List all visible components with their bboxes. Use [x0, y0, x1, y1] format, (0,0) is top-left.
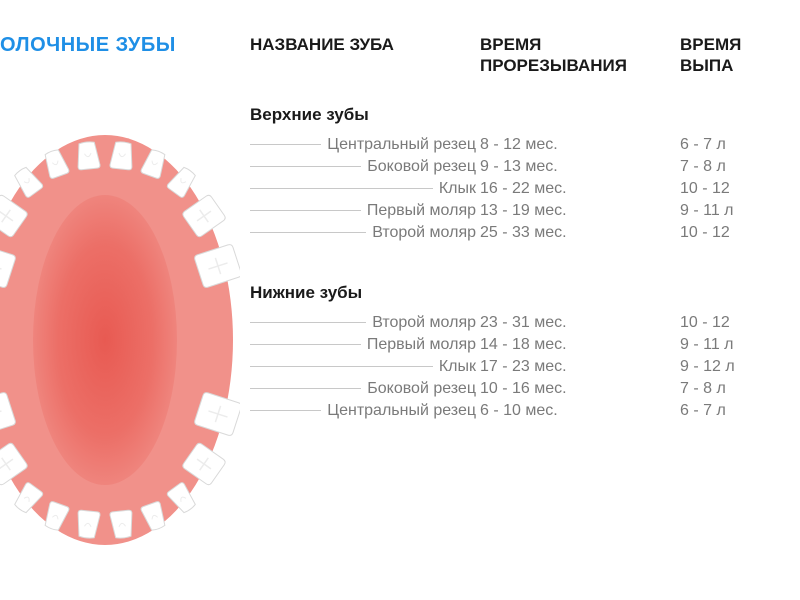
cell-tooth-name: Клык — [250, 181, 480, 197]
cell-tooth-name: Клык — [250, 359, 480, 375]
cell-eruption: 16 - 22 мес. — [480, 181, 680, 197]
cell-eruption: 14 - 18 мес. — [480, 337, 680, 353]
header-fallout-time: ВРЕМЯ ВЫПА — [680, 34, 800, 77]
leader-line — [250, 210, 361, 211]
cell-fallout: 9 - 11 л — [680, 203, 800, 219]
cell-fallout: 6 - 7 л — [680, 403, 800, 419]
cell-eruption: 25 - 33 мес. — [480, 225, 680, 241]
table-row: Боковой резец9 - 13 мес.7 - 8 л — [250, 159, 800, 175]
cell-eruption: 17 - 23 мес. — [480, 359, 680, 375]
cell-fallout: 9 - 11 л — [680, 337, 800, 353]
cell-tooth-name: Центральный резец — [250, 137, 480, 153]
leader-line — [250, 410, 321, 411]
cell-tooth-name: Центральный резец — [250, 403, 480, 419]
cell-tooth-name: Первый моляр — [250, 337, 480, 353]
data-table: НАЗВАНИЕ ЗУБА ВРЕМЯ ПРОРЕЗЫВАНИЯ ВРЕМЯ В… — [250, 20, 800, 580]
cell-tooth-name: Первый моляр — [250, 203, 480, 219]
tooth-name-label: Первый моляр — [367, 203, 480, 219]
table-row: Клык17 - 23 мес.9 - 12 л — [250, 359, 800, 375]
cell-fallout: 7 - 8 л — [680, 159, 800, 175]
sections-container: Верхние зубыЦентральный резец8 - 12 мес.… — [250, 105, 800, 419]
leader-line — [250, 166, 361, 167]
gum-shape — [0, 135, 233, 545]
cell-eruption: 13 - 19 мес. — [480, 203, 680, 219]
header-eruption-time: ВРЕМЯ ПРОРЕЗЫВАНИЯ — [480, 34, 680, 77]
tooth-name-label: Второй моляр — [372, 315, 480, 331]
tooth-name-label: Боковой резец — [367, 159, 480, 175]
leader-line — [250, 188, 433, 189]
section-title-upper: Верхние зубы — [250, 105, 800, 125]
mouth-diagram — [0, 120, 240, 560]
tooth-name-label: Центральный резец — [327, 137, 480, 153]
tooth-name-label: Второй моляр — [372, 225, 480, 241]
tooth-name-label: Клык — [439, 359, 480, 375]
tooth-name-label: Клык — [439, 181, 480, 197]
cell-eruption: 23 - 31 мес. — [480, 315, 680, 331]
cell-fallout: 6 - 7 л — [680, 137, 800, 153]
table-row: Второй моляр25 - 33 мес.10 - 12 — [250, 225, 800, 241]
cell-fallout: 10 - 12 — [680, 225, 800, 241]
tooth-name-label: Первый моляр — [367, 337, 480, 353]
page-title: ОЛОЧНЫЕ ЗУБЫ — [0, 34, 176, 57]
header-tooth-name: НАЗВАНИЕ ЗУБА — [250, 34, 480, 77]
cell-eruption: 9 - 13 мес. — [480, 159, 680, 175]
leader-line — [250, 344, 361, 345]
cell-fallout: 10 - 12 — [680, 315, 800, 331]
cell-fallout: 10 - 12 — [680, 181, 800, 197]
tooth-name-label: Боковой резец — [367, 381, 480, 397]
tooth-name-label: Центральный резец — [327, 403, 480, 419]
table-row: Клык16 - 22 мес.10 - 12 — [250, 181, 800, 197]
cell-eruption: 6 - 10 мес. — [480, 403, 680, 419]
section-title-lower: Нижние зубы — [250, 283, 800, 303]
cell-fallout: 7 - 8 л — [680, 381, 800, 397]
cell-fallout: 9 - 12 л — [680, 359, 800, 375]
leader-line — [250, 144, 321, 145]
leader-line — [250, 388, 361, 389]
root-container: ОЛОЧНЫЕ ЗУБЫ НАЗВАНИЕ ЗУБА ВРЕМЯ ПРОРЕЗЫ… — [0, 0, 800, 600]
leader-line — [250, 366, 433, 367]
cell-tooth-name: Боковой резец — [250, 381, 480, 397]
table-row: Центральный резец8 - 12 мес.6 - 7 л — [250, 137, 800, 153]
cell-tooth-name: Второй моляр — [250, 225, 480, 241]
table-row: Первый моляр13 - 19 мес.9 - 11 л — [250, 203, 800, 219]
cell-tooth-name: Боковой резец — [250, 159, 480, 175]
table-row: Первый моляр14 - 18 мес.9 - 11 л — [250, 337, 800, 353]
cell-eruption: 10 - 16 мес. — [480, 381, 680, 397]
table-row: Второй моляр23 - 31 мес.10 - 12 — [250, 315, 800, 331]
cell-eruption: 8 - 12 мес. — [480, 137, 680, 153]
cell-tooth-name: Второй моляр — [250, 315, 480, 331]
diagram-column: ОЛОЧНЫЕ ЗУБЫ — [0, 20, 250, 580]
leader-line — [250, 232, 366, 233]
section-gap — [250, 247, 800, 277]
leader-line — [250, 322, 366, 323]
table-row: Центральный резец6 - 10 мес.6 - 7 л — [250, 403, 800, 419]
table-header-row: НАЗВАНИЕ ЗУБА ВРЕМЯ ПРОРЕЗЫВАНИЯ ВРЕМЯ В… — [250, 34, 800, 77]
table-row: Боковой резец10 - 16 мес.7 - 8 л — [250, 381, 800, 397]
